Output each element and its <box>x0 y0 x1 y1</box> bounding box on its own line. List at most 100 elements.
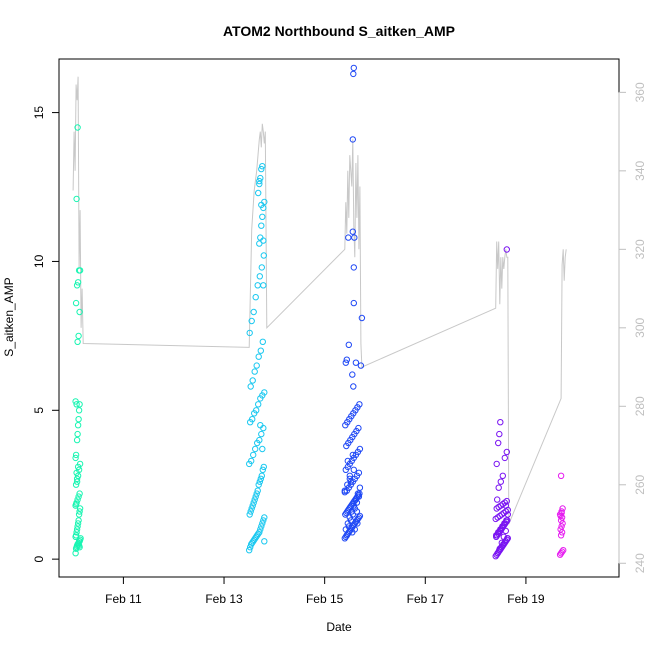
data-point <box>257 347 264 354</box>
secondary-y-tick-label: 360 <box>633 82 647 102</box>
data-point <box>74 338 81 345</box>
data-point <box>73 282 81 289</box>
data-point <box>257 475 264 482</box>
data-point <box>349 136 356 143</box>
secondary-y-tick-label: 320 <box>633 239 647 259</box>
data-point <box>257 174 264 182</box>
data-point <box>259 213 266 221</box>
x-tick-label: Feb 17 <box>407 592 445 606</box>
data-point <box>502 527 509 535</box>
data-point <box>251 496 258 503</box>
data-point <box>246 547 253 554</box>
data-point <box>342 359 349 366</box>
data-point <box>75 332 82 340</box>
data-point <box>257 422 264 429</box>
y-axis: 0 5 10 15 <box>32 106 60 562</box>
data-point <box>255 401 262 408</box>
data-point <box>74 430 81 438</box>
y-tick-label: 0 <box>32 555 46 562</box>
data-point <box>347 517 354 524</box>
data-point <box>258 222 265 229</box>
data-point <box>73 475 81 482</box>
data-point <box>256 177 263 185</box>
data-point <box>494 496 501 503</box>
data-point <box>355 493 363 500</box>
data-point <box>498 539 505 546</box>
data-point <box>73 469 80 476</box>
data-point <box>341 487 348 494</box>
data-point <box>350 383 357 390</box>
data-point <box>258 523 265 530</box>
x-tick-label: Feb 13 <box>205 592 243 606</box>
data-point <box>356 401 363 408</box>
data-point <box>255 189 262 197</box>
data-point <box>259 163 266 170</box>
data-point <box>354 490 362 497</box>
data-point <box>353 499 361 506</box>
data-point <box>74 463 82 471</box>
data-point <box>72 481 80 488</box>
data-point <box>350 264 357 271</box>
data-point <box>76 267 84 274</box>
data-point <box>249 502 256 509</box>
data-point <box>351 526 358 533</box>
y-tick-label: 5 <box>32 407 46 414</box>
data-point <box>76 505 84 512</box>
x-tick-label: Feb 15 <box>306 592 344 606</box>
data-point <box>253 407 260 414</box>
data-point <box>74 279 82 286</box>
data-point <box>72 500 80 508</box>
data-point <box>256 478 263 485</box>
data-point <box>72 550 79 557</box>
data-point <box>257 526 264 533</box>
data-point <box>249 416 256 423</box>
data-point <box>72 299 80 307</box>
data-point <box>250 451 257 459</box>
data-point <box>76 490 83 497</box>
data-point <box>247 383 254 390</box>
data-point <box>557 512 564 520</box>
data-point <box>352 359 360 366</box>
data-point <box>558 548 566 555</box>
data-point <box>74 523 81 530</box>
data-point <box>246 329 253 337</box>
data-point <box>250 499 257 506</box>
data-point <box>355 469 363 476</box>
data-point <box>74 124 81 131</box>
data-point <box>255 481 262 488</box>
data-point <box>504 535 511 542</box>
data-point <box>349 511 356 518</box>
data-point <box>259 338 266 345</box>
data-point <box>358 314 366 322</box>
data-point <box>258 472 265 479</box>
chart-title: ATOM2 Northbound S_aitken_AMP <box>223 23 455 39</box>
data-point <box>75 416 82 423</box>
data-point <box>559 520 566 527</box>
x-tick-label: Feb 19 <box>507 592 545 606</box>
data-point <box>75 517 82 524</box>
data-point <box>260 252 267 259</box>
data-point <box>252 445 259 453</box>
data-point <box>253 362 260 369</box>
data-point <box>354 520 361 527</box>
data-point <box>346 472 353 479</box>
y-axis-label: S_aitken_AMP <box>2 277 16 356</box>
data-point <box>496 430 503 438</box>
data-point <box>261 538 268 545</box>
data-point <box>345 234 352 241</box>
data-point <box>250 308 257 316</box>
data-point <box>259 445 266 453</box>
data-point <box>258 201 265 209</box>
data-point <box>497 478 504 485</box>
data-point <box>356 445 364 453</box>
data-point <box>249 377 256 384</box>
x-axis: Feb 11 Feb 13 Feb 15 Feb 17 Feb 19 <box>105 576 545 606</box>
data-point <box>259 466 266 473</box>
data-point <box>500 533 507 540</box>
data-point <box>349 371 356 378</box>
data-point <box>256 529 263 536</box>
secondary-series-line <box>72 76 567 525</box>
data-point <box>246 511 253 518</box>
data-point <box>75 511 83 518</box>
data-point <box>351 234 358 241</box>
